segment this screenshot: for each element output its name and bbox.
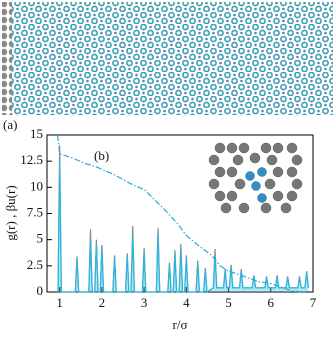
y-tick-label: 0 bbox=[37, 283, 44, 298]
y-tick-label: 12.5 bbox=[20, 152, 43, 167]
x-tick-label: 6 bbox=[268, 295, 275, 310]
y-tick-label: 2.5 bbox=[27, 257, 43, 272]
panel-label: (b) bbox=[94, 148, 109, 163]
x-tick-label: 2 bbox=[99, 295, 106, 310]
series-line bbox=[56, 134, 305, 293]
simulation-snapshot bbox=[2, 2, 333, 115]
inset-structure bbox=[208, 142, 303, 214]
x-tick-label: 7 bbox=[310, 295, 317, 310]
panel-label: (a) bbox=[3, 117, 17, 132]
x-tick-label: 3 bbox=[141, 295, 148, 310]
x-tick-label: 5 bbox=[225, 295, 232, 310]
series-line bbox=[57, 161, 309, 294]
y-tick-label: 5 bbox=[37, 231, 44, 246]
y-axis-label: g(r) , βu(r) bbox=[3, 185, 18, 240]
x-tick-label: 4 bbox=[183, 295, 190, 310]
x-tick-label: 1 bbox=[56, 295, 63, 310]
y-tick-label: 15 bbox=[30, 126, 43, 141]
y-tick-label: 7.5 bbox=[27, 204, 43, 219]
y-tick-label: 10 bbox=[30, 178, 43, 193]
x-axis-label: r/σ bbox=[173, 317, 188, 332]
